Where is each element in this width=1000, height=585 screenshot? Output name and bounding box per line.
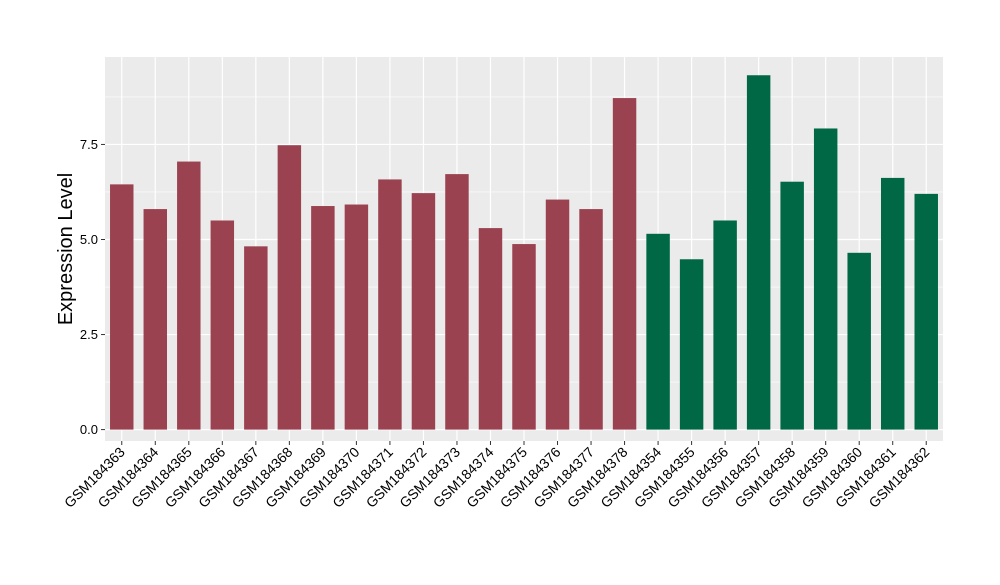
bar: [679, 259, 704, 430]
bar: [847, 252, 871, 430]
y-tick-label: 7.5: [80, 137, 98, 152]
bar: [512, 244, 536, 430]
y-axis-title: Expression Level: [55, 173, 77, 325]
y-tick-label: 2.5: [80, 327, 98, 342]
bar: [746, 75, 771, 430]
bar: [914, 193, 938, 430]
bar: [244, 246, 268, 430]
plot-area: [105, 57, 943, 441]
bar: [110, 184, 134, 430]
bar: [378, 179, 402, 430]
y-tick-label: 5.0: [80, 232, 98, 247]
bar: [813, 128, 838, 430]
bar: [545, 199, 570, 430]
bar: [646, 233, 670, 430]
x-axis: GSM184363GSM184364GSM184365GSM184366GSM1…: [61, 441, 933, 511]
bar: [143, 209, 168, 430]
y-axis: 0.0 2.5 5.0 7.5: [80, 137, 105, 437]
bar: [713, 220, 737, 430]
bar: [478, 228, 503, 430]
bar: [177, 161, 201, 430]
bar: [880, 177, 905, 430]
bar: [277, 145, 302, 430]
y-tick-label: 0.0: [80, 422, 98, 437]
bar: [612, 98, 637, 430]
bar: [311, 206, 335, 430]
bar: [445, 174, 469, 430]
bar: [210, 220, 235, 430]
bar: [344, 204, 369, 430]
bar: [780, 181, 804, 430]
bar: [579, 209, 603, 430]
bar: [411, 193, 436, 430]
